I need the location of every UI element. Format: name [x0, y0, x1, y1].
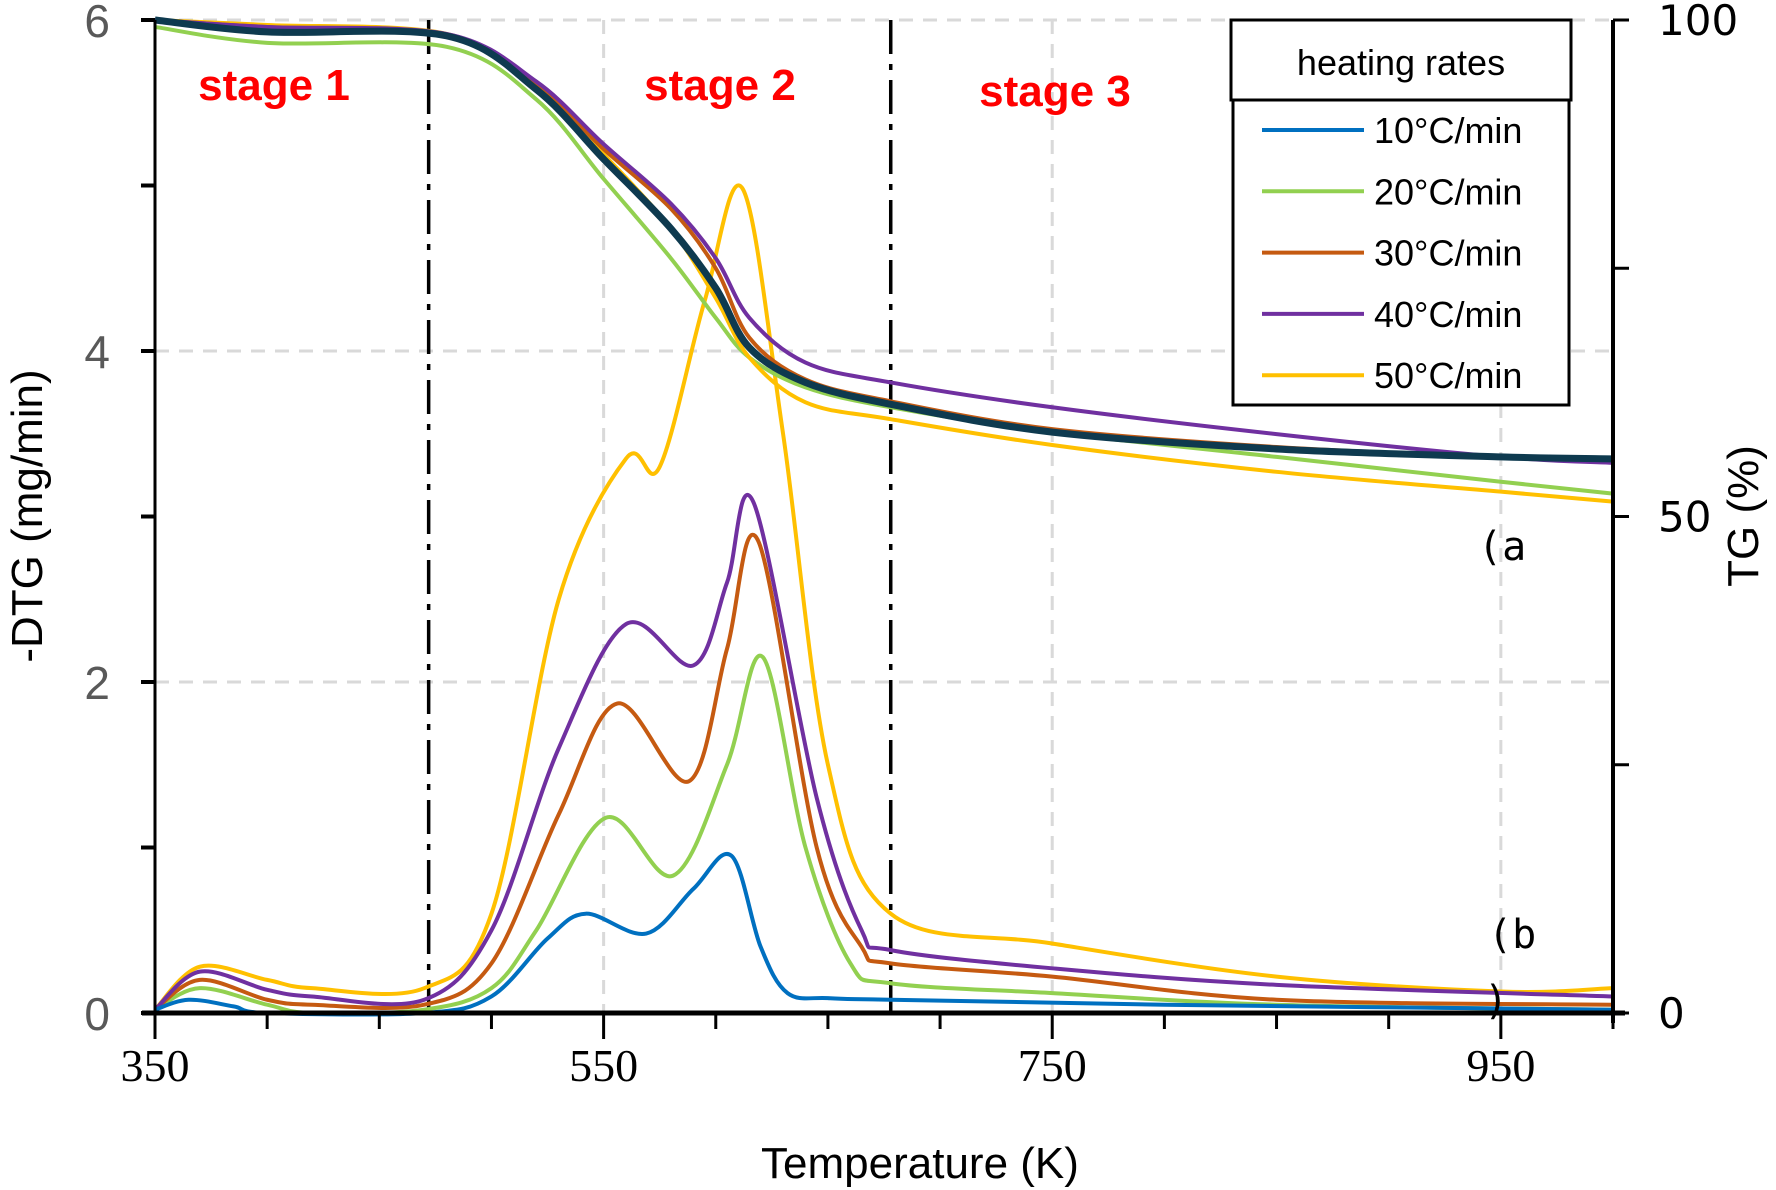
x-axis-title: Temperature (K) — [761, 1139, 1079, 1188]
stage-3-label: stage 3 — [979, 67, 1131, 116]
y-tick-label: 2 — [84, 657, 110, 709]
annotation-b-close: ) — [1484, 978, 1508, 1024]
annotation-b: (b — [1488, 912, 1536, 958]
legend-label: 10°C/min — [1374, 110, 1522, 151]
y2-tick-label: 50 — [1658, 493, 1711, 542]
tg-line-10°C/min — [154, 16, 1614, 463]
y2-tick-label: 0 — [1658, 989, 1685, 1038]
axes — [141, 18, 1629, 1039]
dtg-line-40°C/min — [153, 492, 1614, 1012]
stage-2-label: stage 2 — [644, 61, 796, 110]
legend-label: 20°C/min — [1374, 171, 1522, 212]
y-tick-label: 4 — [84, 326, 110, 378]
dtg-line-30°C/min — [153, 532, 1614, 1012]
y2-axis-title: TG (%) — [1719, 445, 1768, 587]
legend-title: heating rates — [1297, 42, 1505, 83]
stage-1-label: stage 1 — [198, 61, 350, 110]
x-tick-label: 350 — [121, 1040, 190, 1091]
annotation-a: (a — [1478, 524, 1526, 570]
x-tick-label: 750 — [1018, 1040, 1087, 1091]
y-tick-label: 0 — [84, 988, 110, 1040]
x-tick-label: 950 — [1466, 1040, 1535, 1091]
legend-title-box — [1229, 18, 1573, 102]
legend-label: 50°C/min — [1374, 355, 1522, 396]
y2-tick-label: 100 — [1658, 0, 1738, 45]
grid — [155, 18, 1613, 1013]
tick-labels: 350 550 750 950 0 2 4 6 0 50 100 — [84, 0, 1738, 1091]
stage-boundaries — [426, 20, 893, 1013]
legend: heating rates 10°C/min 20°C/min 30°C/min 40… — [1229, 18, 1573, 407]
y-axis-title: -DTG (mg/min) — [3, 369, 52, 662]
legend-label: 40°C/min — [1374, 294, 1522, 335]
legend-label: 30°C/min — [1374, 233, 1522, 274]
y-tick-label: 6 — [84, 0, 110, 47]
x-tick-label: 550 — [569, 1040, 638, 1091]
dtg-line-20°C/min — [154, 653, 1614, 1016]
dtg-line-50°C/min — [153, 183, 1614, 1012]
